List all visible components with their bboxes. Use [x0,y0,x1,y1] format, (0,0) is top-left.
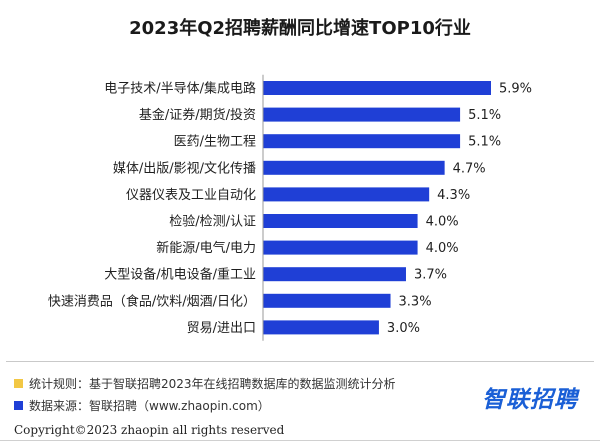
value-label-7: 3.7% [414,268,447,283]
bottom-rule [0,440,600,441]
value-label-9: 3.0% [387,321,420,336]
category-label-4: 仪器仪表及工业自动化 [126,188,256,203]
note-source-text: 数据来源：智联招聘（www.zhaopin.com） [29,398,270,413]
note-rule-text: 统计规则：基于智联招聘2023年在线招聘数据库的数据监测统计分析 [29,376,396,391]
note-source-swatch [14,400,23,410]
value-label-6: 4.0% [426,241,459,256]
bar-8 [263,293,391,308]
footer-divider [6,361,594,362]
category-label-8: 快速消费品（食品/饮料/烟酒/日化） [48,293,256,309]
zhaopin-logo: 智联招聘 [482,387,578,413]
copyright-text: Copyright©2023 zhaopin all rights reserv… [14,423,285,437]
note-rule-swatch [14,378,23,388]
category-label-9: 贸易/进出口 [187,321,256,336]
category-label-7: 大型设备/机电设备/重工业 [104,267,256,283]
value-label-1: 5.1% [468,108,501,123]
bar-0 [263,81,491,95]
value-label-4: 4.3% [437,188,470,203]
bar-3 [263,160,445,175]
category-label-6: 新能源/电气/电力 [156,240,256,256]
bar-2 [263,134,461,149]
category-label-2: 医药/生物工程 [174,135,256,150]
bar-7 [263,267,406,282]
bar-1 [263,107,461,122]
value-label-2: 5.1% [468,135,501,150]
category-label-0: 电子技术/半导体/集成电路 [104,81,256,97]
bar-chart: 电子技术/半导体/集成电路 5.9% 基金/证券/期货/投资 5.1% 医药/生物工程 5… [48,74,532,341]
bar-5 [263,214,418,228]
value-label-3: 4.7% [453,161,486,176]
chart-title: 2023年Q2招聘薪酬同比增速TOP10行业 [129,18,471,39]
value-label-8: 3.3% [399,294,432,309]
category-label-1: 基金/证券/期货/投资 [139,107,256,123]
value-label-5: 4.0% [426,215,459,230]
category-label-5: 检验/检测/认证 [169,214,256,230]
value-label-0: 5.9% [499,82,532,97]
note-rule: 统计规则：基于智联招聘2023年在线招聘数据库的数据监测统计分析 [14,375,396,391]
note-source: 数据来源：智联招聘（www.zhaopin.com） [14,397,270,413]
category-label-3: 媒体/出版/影视/文化传播 [113,161,256,176]
bar-4 [263,187,430,202]
bar-6 [263,240,418,255]
bar-9 [263,320,379,335]
